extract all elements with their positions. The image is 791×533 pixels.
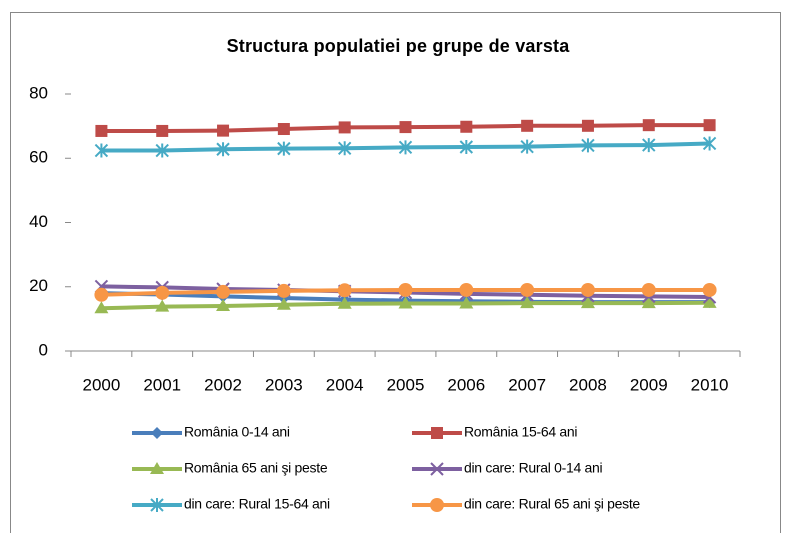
data-point [642,138,656,153]
x-tick-label: 2007 [508,375,546,394]
legend-label: din care: Rural 65 ani şi peste [464,496,640,512]
data-point [398,140,413,155]
data-point [277,123,290,136]
data-point [581,138,595,153]
chart-border [10,12,781,533]
data-point [94,287,109,302]
data-point [398,296,413,309]
legend-label: România 65 ani şi peste [184,460,328,476]
data-point [155,299,170,312]
data-point [521,119,534,132]
data-point [276,283,291,298]
data-point [216,142,230,157]
x-tick-label: 2006 [447,375,485,394]
data-point [581,119,594,132]
x-tick-label: 2008 [569,375,607,394]
data-point [641,296,656,309]
data-point [702,295,717,308]
data-point [460,120,473,133]
data-point [642,119,655,132]
data-point [337,296,352,309]
data-point [95,124,108,137]
x-tick-label: 2010 [691,375,729,394]
y-tick-label: 0 [39,340,48,359]
data-point [277,141,291,156]
data-point [94,143,109,158]
legend-label: România 15-64 ani [464,424,577,440]
data-point [276,297,291,310]
legend-marker [150,462,164,474]
data-point [156,124,169,137]
data-point [580,282,595,297]
legend-label: România 0-14 ani [184,424,290,440]
legend-marker [151,427,163,439]
data-point [702,282,717,297]
data-point [399,121,412,134]
legend-marker [150,498,164,512]
legend-label: din care: Rural 15-64 ani [184,496,330,512]
data-point [216,299,231,312]
legend-marker [431,427,443,439]
data-point [703,119,716,132]
data-point [337,283,352,298]
data-point [337,141,352,156]
data-point [641,282,656,297]
data-point [459,140,474,155]
chart-title: Structura populatiei pe grupe de varsta [227,36,571,56]
y-tick-label: 60 [29,148,48,167]
x-tick-label: 2004 [326,375,364,394]
data-point [520,139,534,154]
data-point [459,282,474,297]
y-tick-label: 40 [29,212,48,231]
data-point [155,143,169,158]
data-point [398,282,413,297]
data-point [580,296,595,309]
y-tick-label: 20 [29,276,48,295]
data-point [520,282,535,297]
x-tick-label: 2001 [143,375,181,394]
x-tick-label: 2003 [265,375,303,394]
data-point [94,301,109,314]
legend-marker [430,498,444,512]
data-point [702,136,717,151]
x-tick-label: 2002 [204,375,242,394]
x-tick-label: 2005 [387,375,425,394]
x-tick-label: 2009 [630,375,668,394]
y-tick-label: 80 [29,83,48,102]
data-point [217,124,230,137]
data-point [338,121,351,134]
legend-label: din care: Rural 0-14 ani [464,460,603,476]
legend-marker [430,462,444,476]
data-point [520,296,535,309]
x-tick-label: 2000 [82,375,120,394]
data-point [155,285,170,300]
data-point [459,296,474,309]
data-point [216,284,231,299]
